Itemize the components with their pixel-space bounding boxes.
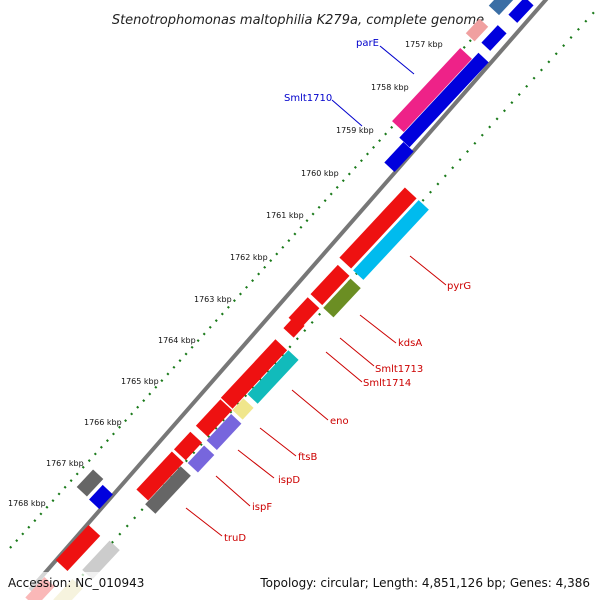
gene-feature[interactable] (89, 484, 113, 510)
gene-label-ftsB[interactable]: ftsB (298, 452, 317, 463)
leader-line (409, 255, 447, 286)
topology-text: Topology: circular; Length: 4,851,126 bp… (259, 576, 590, 590)
gene-feature[interactable] (488, 0, 520, 16)
gene-label-eno[interactable]: eno (330, 416, 349, 427)
leader-line (291, 389, 329, 421)
gene-label-ispF[interactable]: ispF (252, 502, 272, 513)
tick-label: 1760 kbp (301, 169, 339, 178)
leader-line (185, 507, 223, 537)
map-title: Stenotrophomonas maltophilia K279a, comp… (112, 13, 484, 28)
leader-line (215, 475, 251, 507)
gene-feature[interactable] (399, 52, 489, 148)
gene-feature[interactable] (173, 431, 203, 461)
gene-pyrG[interactable] (353, 200, 429, 280)
tick-label: 1765 kbp (121, 377, 159, 386)
gene-parE[interactable] (392, 47, 472, 133)
leader-line (379, 45, 415, 75)
tick-label: 1761 kbp (266, 211, 304, 220)
gene-feature[interactable] (220, 339, 288, 409)
tick-label: 1762 kbp (230, 253, 268, 262)
gene-feature[interactable] (136, 451, 184, 501)
gene-feature[interactable] (508, 0, 534, 23)
gene-label-truD[interactable]: truD (224, 533, 246, 544)
gene-ispD[interactable] (206, 414, 242, 450)
accession-text: Accession: NC_010943 (8, 576, 144, 590)
tick-label: 1758 kbp (371, 83, 409, 92)
footer-bar (0, 572, 600, 600)
gene-label-parE[interactable]: parE (356, 38, 379, 49)
gene-features (25, 0, 534, 600)
gene-truD[interactable] (145, 466, 191, 514)
gene-kdsA[interactable] (323, 278, 361, 318)
gene-label-Smlt1713[interactable]: Smlt1713 (375, 364, 423, 375)
gene-label-Smlt1710[interactable]: Smlt1710 (284, 93, 332, 104)
genome-backbone (28, 0, 549, 592)
tick-label: 1764 kbp (158, 336, 196, 345)
leader-line (237, 449, 275, 479)
gene-feature[interactable] (339, 187, 417, 269)
tick-label: 1768 kbp (8, 499, 46, 508)
gene-feature[interactable] (481, 25, 507, 51)
gene-ftsB[interactable] (232, 398, 254, 420)
gene-label-ispD[interactable]: ispD (278, 475, 300, 486)
tick-label: 1766 kbp (84, 418, 122, 427)
tick-label: 1757 kbp (405, 40, 443, 49)
gene-label-kdsA[interactable]: kdsA (398, 338, 422, 349)
gene-feature[interactable] (195, 399, 233, 437)
gene-ispF[interactable] (187, 445, 215, 473)
gene-label-pyrG[interactable]: pyrG (447, 281, 471, 292)
gene-feature[interactable] (82, 540, 120, 580)
tick-label: 1767 kbp (46, 459, 84, 468)
leader-line (331, 99, 363, 127)
gene-feature[interactable] (310, 264, 350, 306)
leader-line (339, 337, 375, 367)
gene-feature[interactable] (76, 469, 104, 497)
gene-feature[interactable] (465, 18, 489, 42)
gene-feature[interactable] (283, 316, 305, 338)
gene-Smlt1710[interactable] (384, 141, 414, 173)
leader-line (259, 427, 297, 457)
gene-eno[interactable] (247, 350, 299, 404)
leader-line (325, 351, 363, 383)
leader-line (359, 314, 397, 344)
tick-label: 1759 kbp (336, 126, 374, 135)
tick-label: 1763 kbp (194, 295, 232, 304)
gene-label-Smlt1714[interactable]: Smlt1714 (363, 378, 411, 389)
gene-feature[interactable] (55, 524, 101, 572)
